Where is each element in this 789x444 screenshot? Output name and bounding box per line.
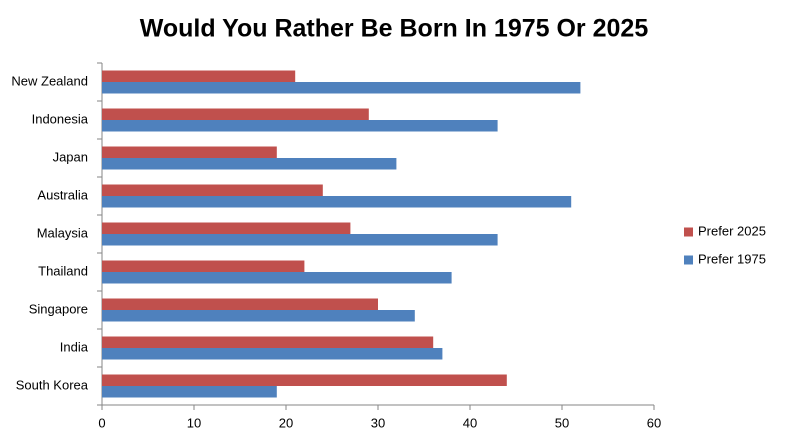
y-tick-label: India — [60, 339, 89, 354]
bar — [102, 120, 498, 132]
bar — [102, 146, 277, 158]
y-tick-label: Australia — [37, 187, 88, 202]
y-tick-label: South Korea — [16, 377, 89, 392]
bar — [102, 348, 443, 360]
y-tick-label: Singapore — [29, 301, 88, 316]
bar — [102, 386, 277, 398]
bar — [102, 336, 434, 348]
bar — [102, 70, 296, 82]
x-tick-label: 40 — [463, 415, 477, 430]
y-tick-label: New Zealand — [11, 73, 88, 88]
legend-label: Prefer 1975 — [698, 251, 766, 266]
y-tick-label: Thailand — [38, 263, 88, 278]
x-tick-label: 10 — [187, 415, 201, 430]
y-tick-label: Indonesia — [32, 111, 89, 126]
y-tick-label: Japan — [53, 149, 88, 164]
bar — [102, 272, 452, 284]
bar — [102, 234, 498, 246]
chart-title: Would You Rather Be Born In 1975 Or 2025 — [140, 15, 649, 43]
x-tick-label: 20 — [279, 415, 293, 430]
y-tick-label: Malaysia — [37, 225, 89, 240]
x-tick-label: 0 — [98, 415, 105, 430]
bar — [102, 298, 378, 310]
bar — [102, 158, 397, 170]
legend-swatch — [684, 227, 693, 237]
bar — [102, 196, 572, 208]
bar — [102, 108, 369, 120]
bar — [102, 310, 415, 322]
bar — [102, 82, 581, 94]
bar — [102, 184, 323, 196]
bar — [102, 222, 351, 234]
legend-label: Prefer 2025 — [698, 223, 766, 238]
bar — [102, 260, 305, 272]
x-tick-label: 50 — [555, 415, 569, 430]
x-tick-label: 60 — [647, 415, 661, 430]
legend-swatch — [684, 255, 693, 265]
x-tick-label: 30 — [371, 415, 385, 430]
bar — [102, 374, 507, 386]
